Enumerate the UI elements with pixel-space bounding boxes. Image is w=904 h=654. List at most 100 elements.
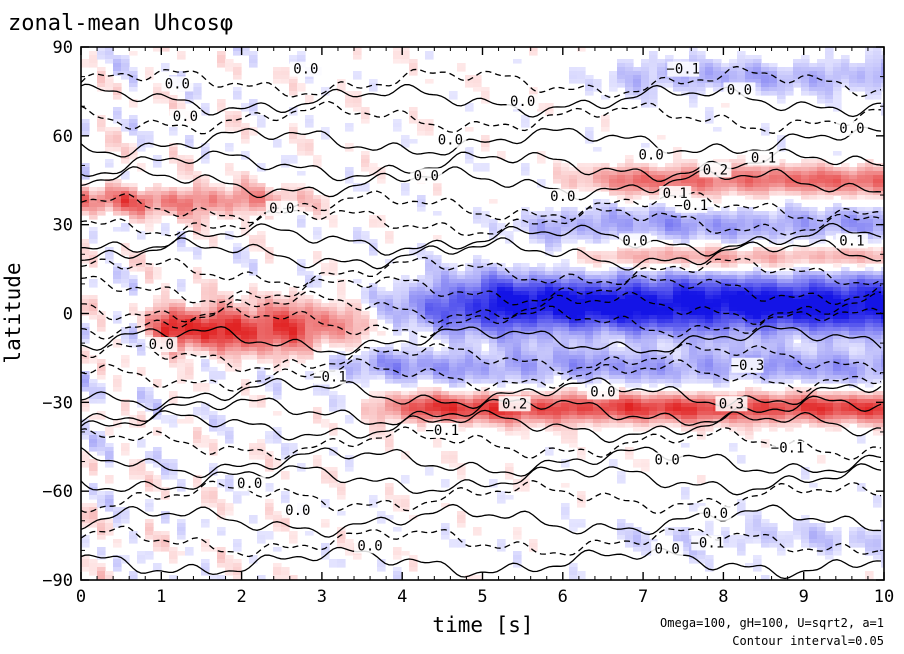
field-cell [289,307,298,312]
field-cell [665,167,674,172]
field-cell [217,419,226,424]
field-cell [561,363,570,368]
field-cell [625,335,634,340]
field-cell [513,563,522,568]
field-cell [609,399,618,404]
field-cell [337,335,346,340]
field-cell [121,515,130,520]
field-cell [265,499,274,504]
field-cell [393,391,402,396]
field-cell [257,187,266,192]
field-cell [81,59,90,64]
field-cell [641,167,650,172]
field-cell [697,287,706,292]
field-cell [649,403,658,408]
field-cell [441,347,450,352]
field-cell [753,171,762,176]
field-cell [521,287,530,292]
field-cell [409,307,418,312]
field-cell [297,151,306,156]
field-cell [489,287,498,292]
field-cell [745,531,754,536]
field-cell [225,299,234,304]
field-cell [577,187,586,192]
field-cell [217,203,226,208]
field-cell [561,259,570,264]
field-cell [201,279,210,284]
field-cell [209,235,218,240]
field-cell [169,399,178,404]
field-cell [385,491,394,496]
field-cell [569,179,578,184]
field-cell [425,263,434,268]
field-cell [81,503,90,508]
field-cell [393,331,402,336]
field-cell [105,491,114,496]
field-cell [161,299,170,304]
field-cell [113,59,122,64]
field-cell [609,211,618,216]
field-cell [737,259,746,264]
field-cell [513,295,522,300]
field-cell [753,259,762,264]
field-cell [673,531,682,536]
field-cell [121,191,130,196]
field-cell [193,227,202,232]
field-cell [705,207,714,212]
field-cell [713,67,722,72]
field-cell [81,423,90,428]
field-cell [97,187,106,192]
field-cell [193,171,202,176]
field-cell [649,339,658,344]
field-cell [681,163,690,168]
field-cell [89,283,98,288]
field-cell [729,219,738,224]
field-cell [473,315,482,320]
field-cell [649,175,658,180]
field-cell [553,335,562,340]
field-cell [593,251,602,256]
field-cell [513,367,522,372]
field-cell [657,415,666,420]
field-cell [345,315,354,320]
field-cell [393,279,402,284]
field-cell [241,315,250,320]
field-cell [353,359,362,364]
field-cell [353,303,362,308]
field-cell [177,483,186,488]
field-cell [305,347,314,352]
field-cell [737,207,746,212]
field-cell [89,299,98,304]
field-cell [457,523,466,528]
field-cell [225,123,234,128]
field-cell [153,539,162,544]
field-cell [561,179,570,184]
field-cell [137,319,146,324]
field-cell [697,63,706,68]
field-cell [585,75,594,80]
field-cell [449,95,458,100]
field-cell [449,379,458,384]
field-cell [321,335,330,340]
field-cell [681,535,690,540]
field-cell [169,331,178,336]
field-cell [465,315,474,320]
field-cell [601,255,610,260]
field-cell [393,119,402,124]
field-cell [137,235,146,240]
field-cell [273,547,282,552]
field-cell [97,79,106,84]
field-cell [321,271,330,276]
field-cell [561,515,570,520]
field-cell [105,451,114,456]
field-cell [625,371,634,376]
field-cell [297,83,306,88]
field-cell [193,387,202,392]
field-cell [177,339,186,344]
field-cell [633,351,642,356]
field-cell [753,255,762,260]
field-cell [545,339,554,344]
field-cell [201,319,210,324]
field-cell [249,99,258,104]
field-cell [113,71,122,76]
